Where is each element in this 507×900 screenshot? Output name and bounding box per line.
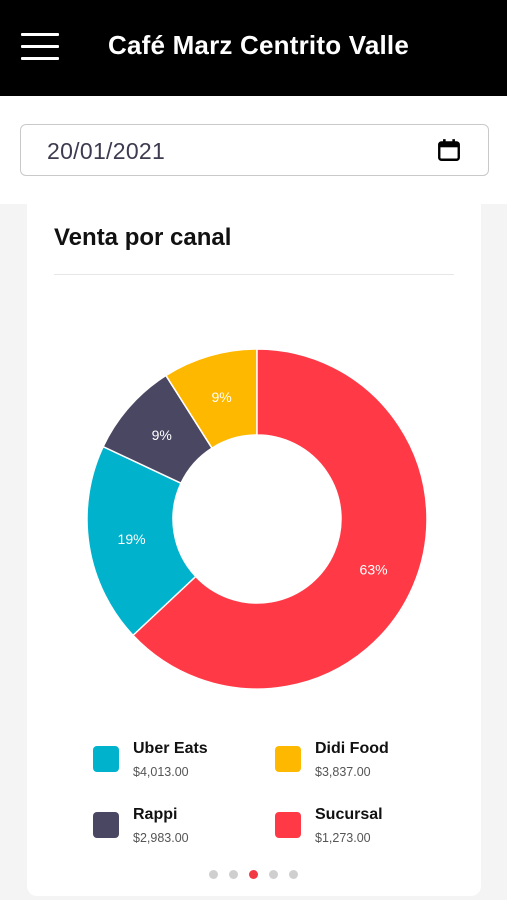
pagination-dot[interactable] (289, 870, 298, 879)
app-title: Café Marz Centrito Valle (108, 30, 409, 60)
pagination-dots (209, 870, 299, 882)
hamburger-menu-icon[interactable] (21, 33, 59, 61)
donut-chart: 19% 9% 9% 63% (86, 348, 428, 690)
donut-slice-uber-eats[interactable] (86, 445, 197, 637)
donut-slice-sucursal[interactable] (132, 348, 428, 690)
legend-name: Rappi (133, 806, 178, 823)
legend-amount: $2,983.00 (133, 831, 189, 845)
legend-item-didi-food: Didi Food $3,837.00 (275, 740, 475, 790)
legend-amount: $3,837.00 (315, 765, 371, 779)
pagination-dot[interactable] (269, 870, 278, 879)
legend-amount: $1,273.00 (315, 831, 371, 845)
legend-swatch (275, 812, 301, 838)
legend-item-uber-eats: Uber Eats $4,013.00 (93, 740, 293, 790)
slice-label: 9% (152, 427, 172, 443)
legend-item-rappi: Rappi $2,983.00 (93, 806, 293, 856)
card-title: Venta por canal (54, 224, 232, 251)
sales-by-channel-card: Venta por canal 19% 9% 9% 63% Uber Eats $4,… (27, 204, 481, 896)
divider (54, 274, 454, 275)
legend-swatch (93, 746, 119, 772)
pagination-dot[interactable] (249, 870, 258, 879)
date-value: 20/01/2021 (47, 138, 166, 164)
calendar-icon[interactable] (436, 137, 462, 163)
legend-amount: $4,013.00 (133, 765, 189, 779)
app-bar: Café Marz Centrito Valle (0, 0, 507, 96)
slice-label: 19% (118, 531, 146, 547)
pagination-dot[interactable] (209, 870, 218, 879)
slice-label: 9% (211, 389, 231, 405)
slice-label: 63% (360, 561, 388, 577)
date-input[interactable]: 20/01/2021 (20, 124, 489, 176)
pagination-dot[interactable] (229, 870, 238, 879)
legend-item-sucursal: Sucursal $1,273.00 (275, 806, 475, 856)
legend-swatch (275, 746, 301, 772)
legend-swatch (93, 812, 119, 838)
legend-name: Uber Eats (133, 740, 208, 757)
date-filter-bar: 20/01/2021 (0, 96, 507, 204)
legend-name: Didi Food (315, 740, 389, 757)
legend-name: Sucursal (315, 806, 383, 823)
